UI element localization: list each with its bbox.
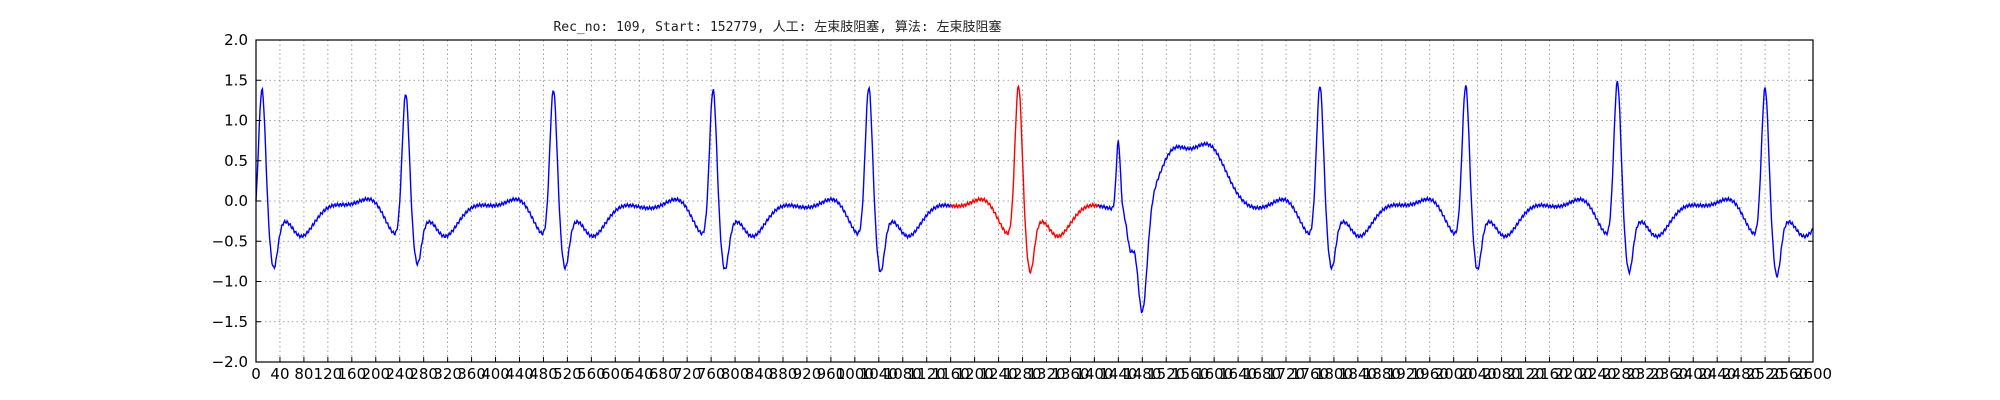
x-tick-label: 2440 bbox=[1698, 365, 1736, 383]
x-tick-label: 40 bbox=[270, 365, 289, 383]
y-tick-label: 0.0 bbox=[224, 192, 248, 210]
ecg-line-highlight bbox=[950, 84, 1100, 275]
x-tick-label: 400 bbox=[481, 365, 510, 383]
x-tick-label: 1360 bbox=[1051, 365, 1089, 383]
x-tick-label: 2280 bbox=[1602, 365, 1640, 383]
x-tick-label: 720 bbox=[673, 365, 702, 383]
ecg-line-normal bbox=[255, 85, 952, 273]
x-tick-label: 280 bbox=[409, 365, 438, 383]
chart-title: Rec_no: 109, Start: 152779, 人工: 左束肢阻塞, 算… bbox=[553, 20, 1002, 35]
x-tick-label: 680 bbox=[649, 365, 678, 383]
x-tick-label: 80 bbox=[294, 365, 313, 383]
x-tick-label: 2400 bbox=[1674, 365, 1712, 383]
x-tick-label: 120 bbox=[314, 365, 343, 383]
x-tick-label: 1400 bbox=[1075, 365, 1113, 383]
x-tick-label: 560 bbox=[577, 365, 606, 383]
y-tick-label: 1.0 bbox=[224, 112, 248, 130]
x-tick-label: 840 bbox=[745, 365, 774, 383]
x-tick-label: 960 bbox=[817, 365, 846, 383]
x-tick-label: 1920 bbox=[1387, 365, 1425, 383]
x-tick-label: 2360 bbox=[1650, 365, 1688, 383]
x-tick-label: 0 bbox=[251, 365, 261, 383]
x-tick-label: 800 bbox=[721, 365, 750, 383]
x-tick-label: 1200 bbox=[956, 365, 994, 383]
x-tick-label: 200 bbox=[361, 365, 390, 383]
x-tick-label: 1000 bbox=[836, 365, 874, 383]
x-tick-label: 1960 bbox=[1411, 365, 1449, 383]
y-tick-label: −1.0 bbox=[212, 273, 248, 291]
x-tick-label: 440 bbox=[505, 365, 534, 383]
y-tick-label: 2.0 bbox=[224, 31, 248, 49]
y-tick-label: 1.5 bbox=[224, 71, 248, 89]
x-tick-label: 360 bbox=[457, 365, 486, 383]
x-tick-label: 1520 bbox=[1147, 365, 1185, 383]
ecg-line-normal bbox=[1097, 80, 1814, 314]
x-tick-label: 2000 bbox=[1435, 365, 1473, 383]
x-tick-label: 2160 bbox=[1530, 365, 1568, 383]
y-tick-label: 0.5 bbox=[224, 152, 248, 170]
x-tick-label: 1040 bbox=[860, 365, 898, 383]
x-axis-ticks: 0 40 80 12016020024028032036040044048052056… bbox=[251, 357, 1832, 383]
x-tick-label: 240 bbox=[385, 365, 414, 383]
y-tick-label: −2.0 bbox=[212, 353, 248, 371]
x-tick-label: 1680 bbox=[1243, 365, 1281, 383]
x-tick-label: 520 bbox=[553, 365, 582, 383]
x-tick-label: 2520 bbox=[1746, 365, 1784, 383]
x-tick-label: 1840 bbox=[1339, 365, 1377, 383]
x-tick-label: 1320 bbox=[1027, 365, 1065, 383]
x-tick-label: 1240 bbox=[979, 365, 1017, 383]
x-tick-label: 1280 bbox=[1003, 365, 1041, 383]
x-tick-label: 1760 bbox=[1291, 365, 1329, 383]
x-tick-label: 2560 bbox=[1770, 365, 1808, 383]
x-tick-label: 1440 bbox=[1099, 365, 1137, 383]
x-tick-label: 480 bbox=[529, 365, 558, 383]
x-tick-label: 2600 bbox=[1794, 365, 1832, 383]
x-tick-label: 1080 bbox=[884, 365, 922, 383]
x-tick-label: 640 bbox=[625, 365, 654, 383]
y-axis-ticks: 2.0 1.5 1.0 0.5 0.0 −0.5 −1.0 −1.5 −2.0 bbox=[212, 31, 1813, 371]
x-tick-label: 920 bbox=[793, 365, 822, 383]
x-tick-label: 2080 bbox=[1483, 365, 1521, 383]
x-tick-label: 2480 bbox=[1722, 365, 1760, 383]
x-tick-label: 880 bbox=[769, 365, 798, 383]
x-tick-label: 1560 bbox=[1171, 365, 1209, 383]
x-tick-label: 1640 bbox=[1219, 365, 1257, 383]
x-tick-label: 320 bbox=[433, 365, 462, 383]
x-tick-label: 1880 bbox=[1363, 365, 1401, 383]
x-tick-label: 2320 bbox=[1626, 365, 1664, 383]
x-tick-label: 2120 bbox=[1506, 365, 1544, 383]
x-tick-label: 160 bbox=[337, 365, 366, 383]
x-tick-label: 2040 bbox=[1459, 365, 1497, 383]
x-tick-label: 1600 bbox=[1195, 365, 1233, 383]
x-tick-label: 1160 bbox=[932, 365, 970, 383]
ecg-signal bbox=[255, 80, 1814, 314]
x-tick-label: 1720 bbox=[1267, 365, 1305, 383]
x-tick-label: 2240 bbox=[1578, 365, 1616, 383]
x-tick-label: 2200 bbox=[1554, 365, 1592, 383]
y-tick-label: −1.5 bbox=[212, 313, 248, 331]
x-tick-label: 1800 bbox=[1315, 365, 1353, 383]
x-tick-label: 760 bbox=[697, 365, 726, 383]
x-tick-label: 600 bbox=[601, 365, 630, 383]
x-tick-label: 1480 bbox=[1123, 365, 1161, 383]
y-tick-label: −0.5 bbox=[212, 232, 248, 250]
x-tick-label: 1120 bbox=[908, 365, 946, 383]
